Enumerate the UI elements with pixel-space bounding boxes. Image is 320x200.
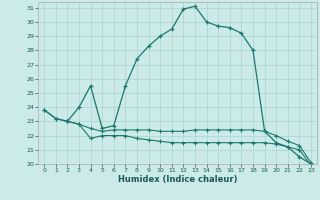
X-axis label: Humidex (Indice chaleur): Humidex (Indice chaleur) [118, 175, 237, 184]
